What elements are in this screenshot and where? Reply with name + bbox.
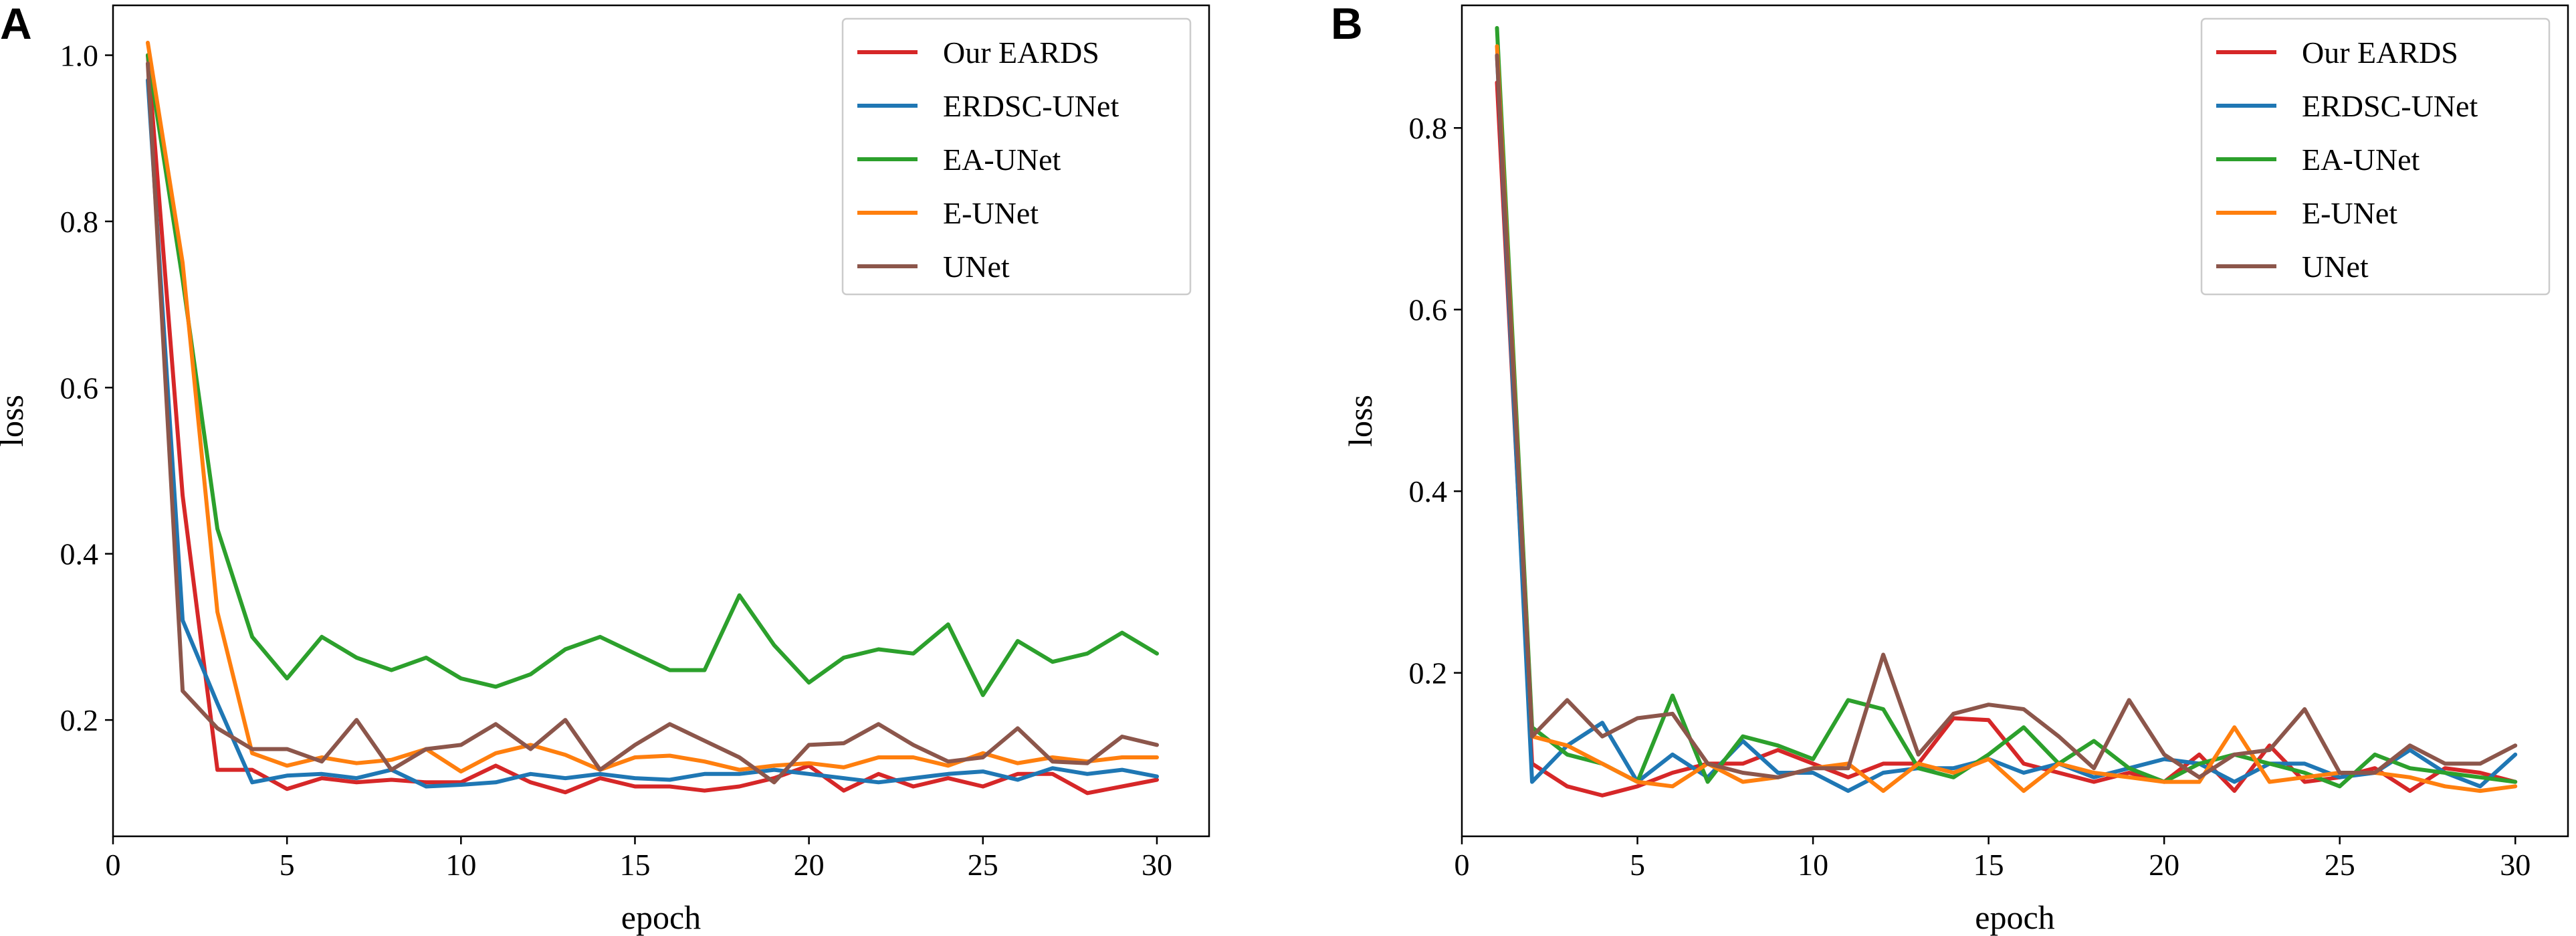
legend-box bbox=[2200, 17, 2551, 296]
x-tick-label: 15 bbox=[619, 848, 650, 882]
legend-label: E-UNet bbox=[943, 196, 1039, 230]
x-tick-label: 20 bbox=[2149, 848, 2179, 882]
y-tick-label: 0.2 bbox=[1409, 656, 1448, 690]
series-line-unet bbox=[1495, 53, 2518, 779]
y-tick-label: 0.8 bbox=[60, 205, 99, 239]
y-tick-label: 0.6 bbox=[60, 371, 99, 405]
y-axis-label: loss bbox=[1341, 395, 1379, 447]
panel-letter: B bbox=[1331, 0, 1363, 48]
y-tick-label: 0.4 bbox=[1409, 474, 1448, 508]
legend-label: EA-UNet bbox=[2302, 143, 2420, 177]
x-tick-label: 10 bbox=[445, 848, 476, 882]
series-line-erdsc-unet bbox=[1495, 53, 2518, 793]
x-tick-label: 0 bbox=[1455, 848, 1470, 882]
panel-letter: A bbox=[0, 0, 32, 48]
plot-frame bbox=[112, 4, 1210, 838]
legend-label: UNet bbox=[943, 250, 1010, 284]
legend-label: ERDSC-UNet bbox=[2302, 89, 2478, 123]
x-tick-label: 5 bbox=[1630, 848, 1645, 882]
y-axis-label: loss bbox=[0, 395, 30, 447]
y-tick-label: 0.8 bbox=[1409, 111, 1448, 145]
x-axis-label: epoch bbox=[621, 899, 701, 936]
legend-label: Our EARDS bbox=[943, 35, 1099, 70]
legend-label: E-UNet bbox=[2302, 196, 2397, 230]
x-tick-label: 30 bbox=[1142, 848, 1172, 882]
x-tick-label: 20 bbox=[794, 848, 825, 882]
legend-label: UNet bbox=[2302, 250, 2369, 284]
series-line-unet bbox=[146, 61, 1159, 785]
panel-b: B 0 5 10 15 20 25 30 0.2 0.4 0.6 0.8 epoch loss Our EA… bbox=[1331, 0, 2569, 936]
x-tick-label: 15 bbox=[1973, 848, 2004, 882]
y-tick-label: 0.6 bbox=[1409, 293, 1448, 327]
x-tick-label: 25 bbox=[2325, 848, 2355, 882]
series-line-ea-unet bbox=[146, 53, 1159, 697]
legend-label: EA-UNet bbox=[943, 143, 1061, 177]
plot-frame bbox=[1461, 4, 2569, 838]
y-tick-label: 0.2 bbox=[60, 703, 99, 737]
legend: Our EARDS ERDSC-UNet EA-UNet E-UNet UNet bbox=[2200, 17, 2551, 296]
x-axis-label: epoch bbox=[1975, 899, 2054, 936]
legend-label: ERDSC-UNet bbox=[943, 89, 1119, 123]
x-tick-label: 30 bbox=[2500, 848, 2531, 882]
x-tick-label: 10 bbox=[1798, 848, 1828, 882]
series-line-our-eards bbox=[146, 53, 1159, 795]
y-tick-label: 1.0 bbox=[60, 39, 99, 73]
legend-label: Our EARDS bbox=[2302, 35, 2458, 70]
legend: Our EARDS ERDSC-UNet EA-UNet E-UNet UNet bbox=[841, 17, 1192, 296]
x-tick-label: 0 bbox=[106, 848, 121, 882]
x-tick-label: 25 bbox=[968, 848, 998, 882]
legend-box bbox=[841, 17, 1192, 296]
series-line-ea-unet bbox=[1495, 25, 2518, 789]
panel-a: A 0 5 10 15 20 25 30 0.2 0.4 0.6 0.8 1.0 epoch loss Our… bbox=[0, 0, 1210, 936]
series-line-erdsc-unet bbox=[146, 78, 1159, 789]
x-tick-label: 5 bbox=[280, 848, 295, 882]
y-tick-label: 0.4 bbox=[60, 537, 99, 571]
